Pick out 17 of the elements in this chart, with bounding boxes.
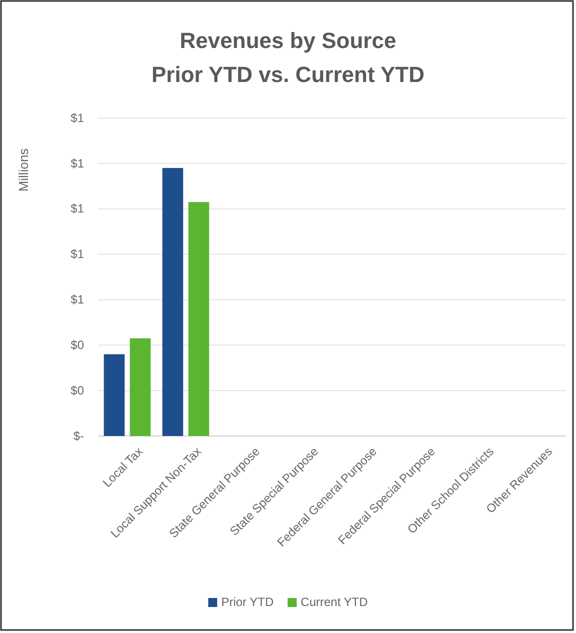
bar <box>162 168 184 436</box>
legend-label: Current YTD <box>300 595 368 609</box>
y-tick-label: $- <box>73 428 84 443</box>
bar <box>104 354 125 436</box>
bar <box>188 202 210 436</box>
y-tick-label: $1 <box>70 110 84 125</box>
y-tick-label: $1 <box>70 292 84 307</box>
y-tick-label: $0 <box>70 338 84 352</box>
chart-title: Revenues by Source <box>180 28 396 53</box>
y-tick-label: $1 <box>70 247 84 262</box>
y-tick-label: $1 <box>70 202 84 216</box>
chart-subtitle: Prior YTD vs. Current YTD <box>151 62 425 87</box>
y-tick-label: $0 <box>70 383 84 398</box>
y-tick-label: $1 <box>70 156 84 170</box>
y-axis-title: Millions <box>16 148 31 192</box>
bar <box>130 338 151 436</box>
legend-label: Prior YTD <box>221 595 274 609</box>
